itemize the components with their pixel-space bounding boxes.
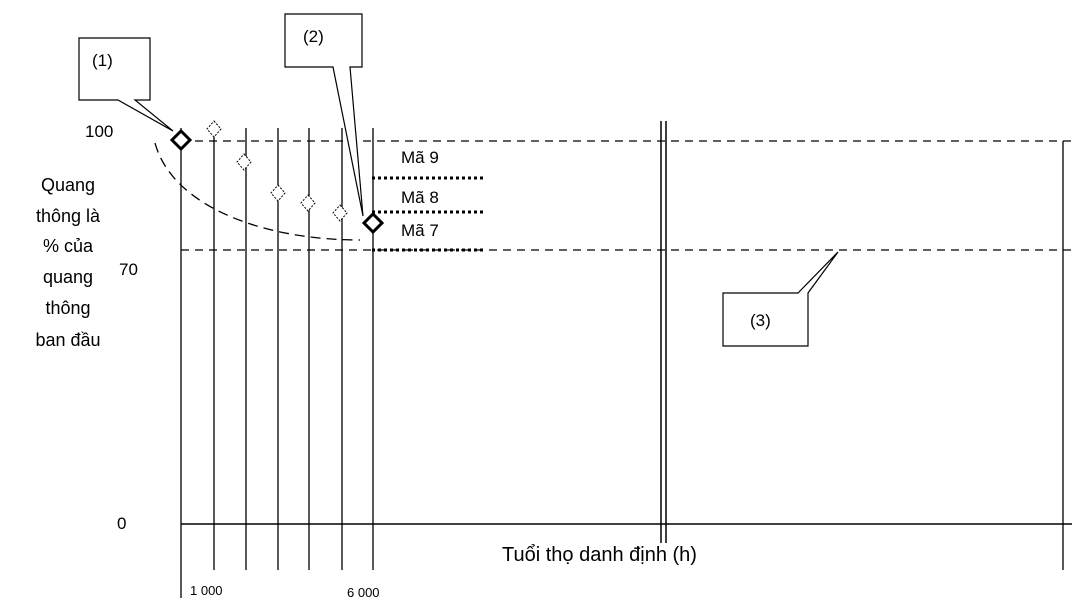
marker-1000h [206,120,222,138]
callout-3-label: (3) [750,311,771,330]
degradation-curve [154,142,361,241]
y-tick-0: 0 [117,514,126,533]
marker-3000h [270,184,286,202]
y-axis-title-line-2: thông là [36,206,101,226]
marker-5000h [332,204,348,222]
y-axis-title-line-1: Quang [41,175,95,195]
y-axis-title-line-3: % của [43,236,94,256]
code-ma8-label: Mã 8 [401,188,439,207]
y-axis-title: Quang thông là % của quang thông ban đầu [35,175,101,350]
callout-1-label: (1) [92,51,113,70]
callout-2-box [284,13,364,217]
marker-2000h [236,153,252,171]
y-axis-title-line-5: thông [45,298,90,318]
callout-1-box [78,37,174,132]
y-tick-70: 70 [119,260,138,279]
x-tick-6000: 6 000 [347,585,380,600]
callout-2-label: (2) [303,27,324,46]
marker-initial [169,128,193,152]
code-ma7-label: Mã 7 [401,221,439,240]
y-axis-title-line-6: ban đầu [35,330,100,350]
measurement-markers [206,120,348,222]
marker-6000h [361,211,385,235]
callout-3-box [722,251,839,347]
y-tick-100: 100 [85,122,113,141]
code-ma9-label: Mã 9 [401,148,439,167]
marker-4000h [300,194,316,212]
x-tick-1000: 1 000 [190,583,223,598]
y-axis-title-line-4: quang [43,267,93,287]
x-axis-title: Tuổi thọ danh định (h) [502,544,697,566]
